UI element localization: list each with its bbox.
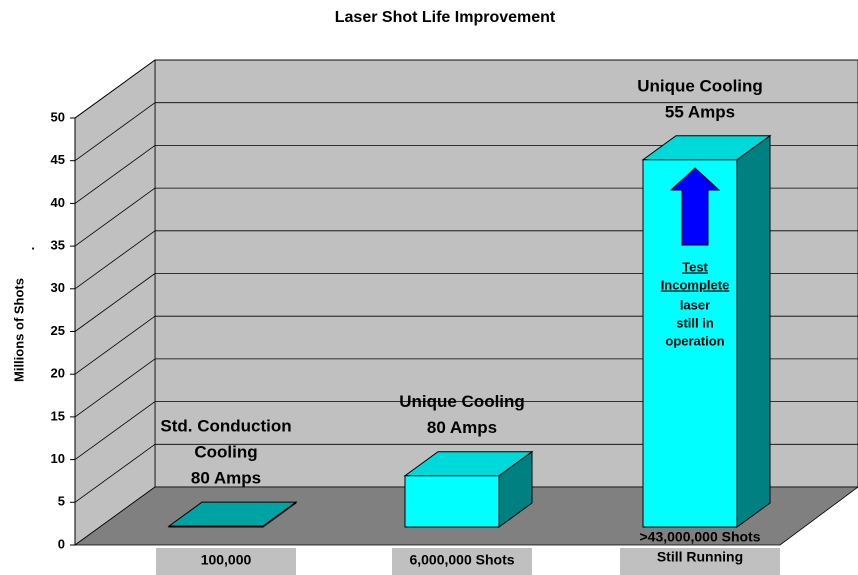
category-label: 80 Amps xyxy=(191,469,261,488)
grid-line xyxy=(74,315,156,375)
bar xyxy=(404,475,500,528)
y-axis-label: Millions of Shots xyxy=(11,278,26,382)
chart-title: Laser Shot Life Improvement xyxy=(335,9,556,26)
grid-line xyxy=(74,401,156,460)
annotation: Incomplete xyxy=(661,277,730,292)
category-label: Unique Cooling xyxy=(637,76,763,95)
value-label: Still Running xyxy=(657,549,743,565)
y-tick-label: 35 xyxy=(51,238,65,253)
y-tick-label: 0 xyxy=(58,536,65,551)
category-label: 80 Amps xyxy=(427,418,497,437)
annotation: Test xyxy=(682,259,708,274)
value-label-box xyxy=(156,548,296,575)
annotation: operation xyxy=(665,333,724,348)
y-tick-label: 40 xyxy=(51,195,65,210)
arrow xyxy=(669,167,721,246)
y-axis-mark: . xyxy=(31,237,35,252)
grid-line xyxy=(74,145,156,204)
y-tick-label: 10 xyxy=(51,451,65,466)
annotation: still in xyxy=(676,315,714,330)
y-tick-label: 45 xyxy=(51,152,65,167)
grid-line xyxy=(74,273,156,332)
category-label: Unique Cooling xyxy=(399,392,525,411)
grid-line xyxy=(74,230,156,290)
y-tick-label: 20 xyxy=(51,366,65,381)
grid-line xyxy=(74,59,156,119)
bar xyxy=(168,525,264,528)
annotation: laser xyxy=(680,297,710,312)
category-label: Cooling xyxy=(194,443,257,462)
category-label: Std. Conduction xyxy=(160,417,291,436)
value-label-box xyxy=(620,548,780,575)
y-tick-label: 25 xyxy=(51,323,65,338)
y-tick-label: 30 xyxy=(51,280,65,295)
category-label: 55 Amps xyxy=(665,102,735,121)
grid-line xyxy=(74,102,156,162)
value-label: >43,000,000 Shots xyxy=(639,529,760,545)
bar-side xyxy=(736,134,771,528)
y-tick-label: 15 xyxy=(51,408,65,423)
grid-line xyxy=(74,187,156,247)
y-tick-label: 50 xyxy=(51,109,65,124)
grid-line xyxy=(74,358,156,418)
y-tick-label: 5 xyxy=(58,494,65,509)
value-label: 6,000,000 Shots xyxy=(409,552,514,568)
value-label: 100,000 xyxy=(201,552,252,568)
grid-line xyxy=(74,443,156,503)
value-label-box xyxy=(392,548,532,575)
